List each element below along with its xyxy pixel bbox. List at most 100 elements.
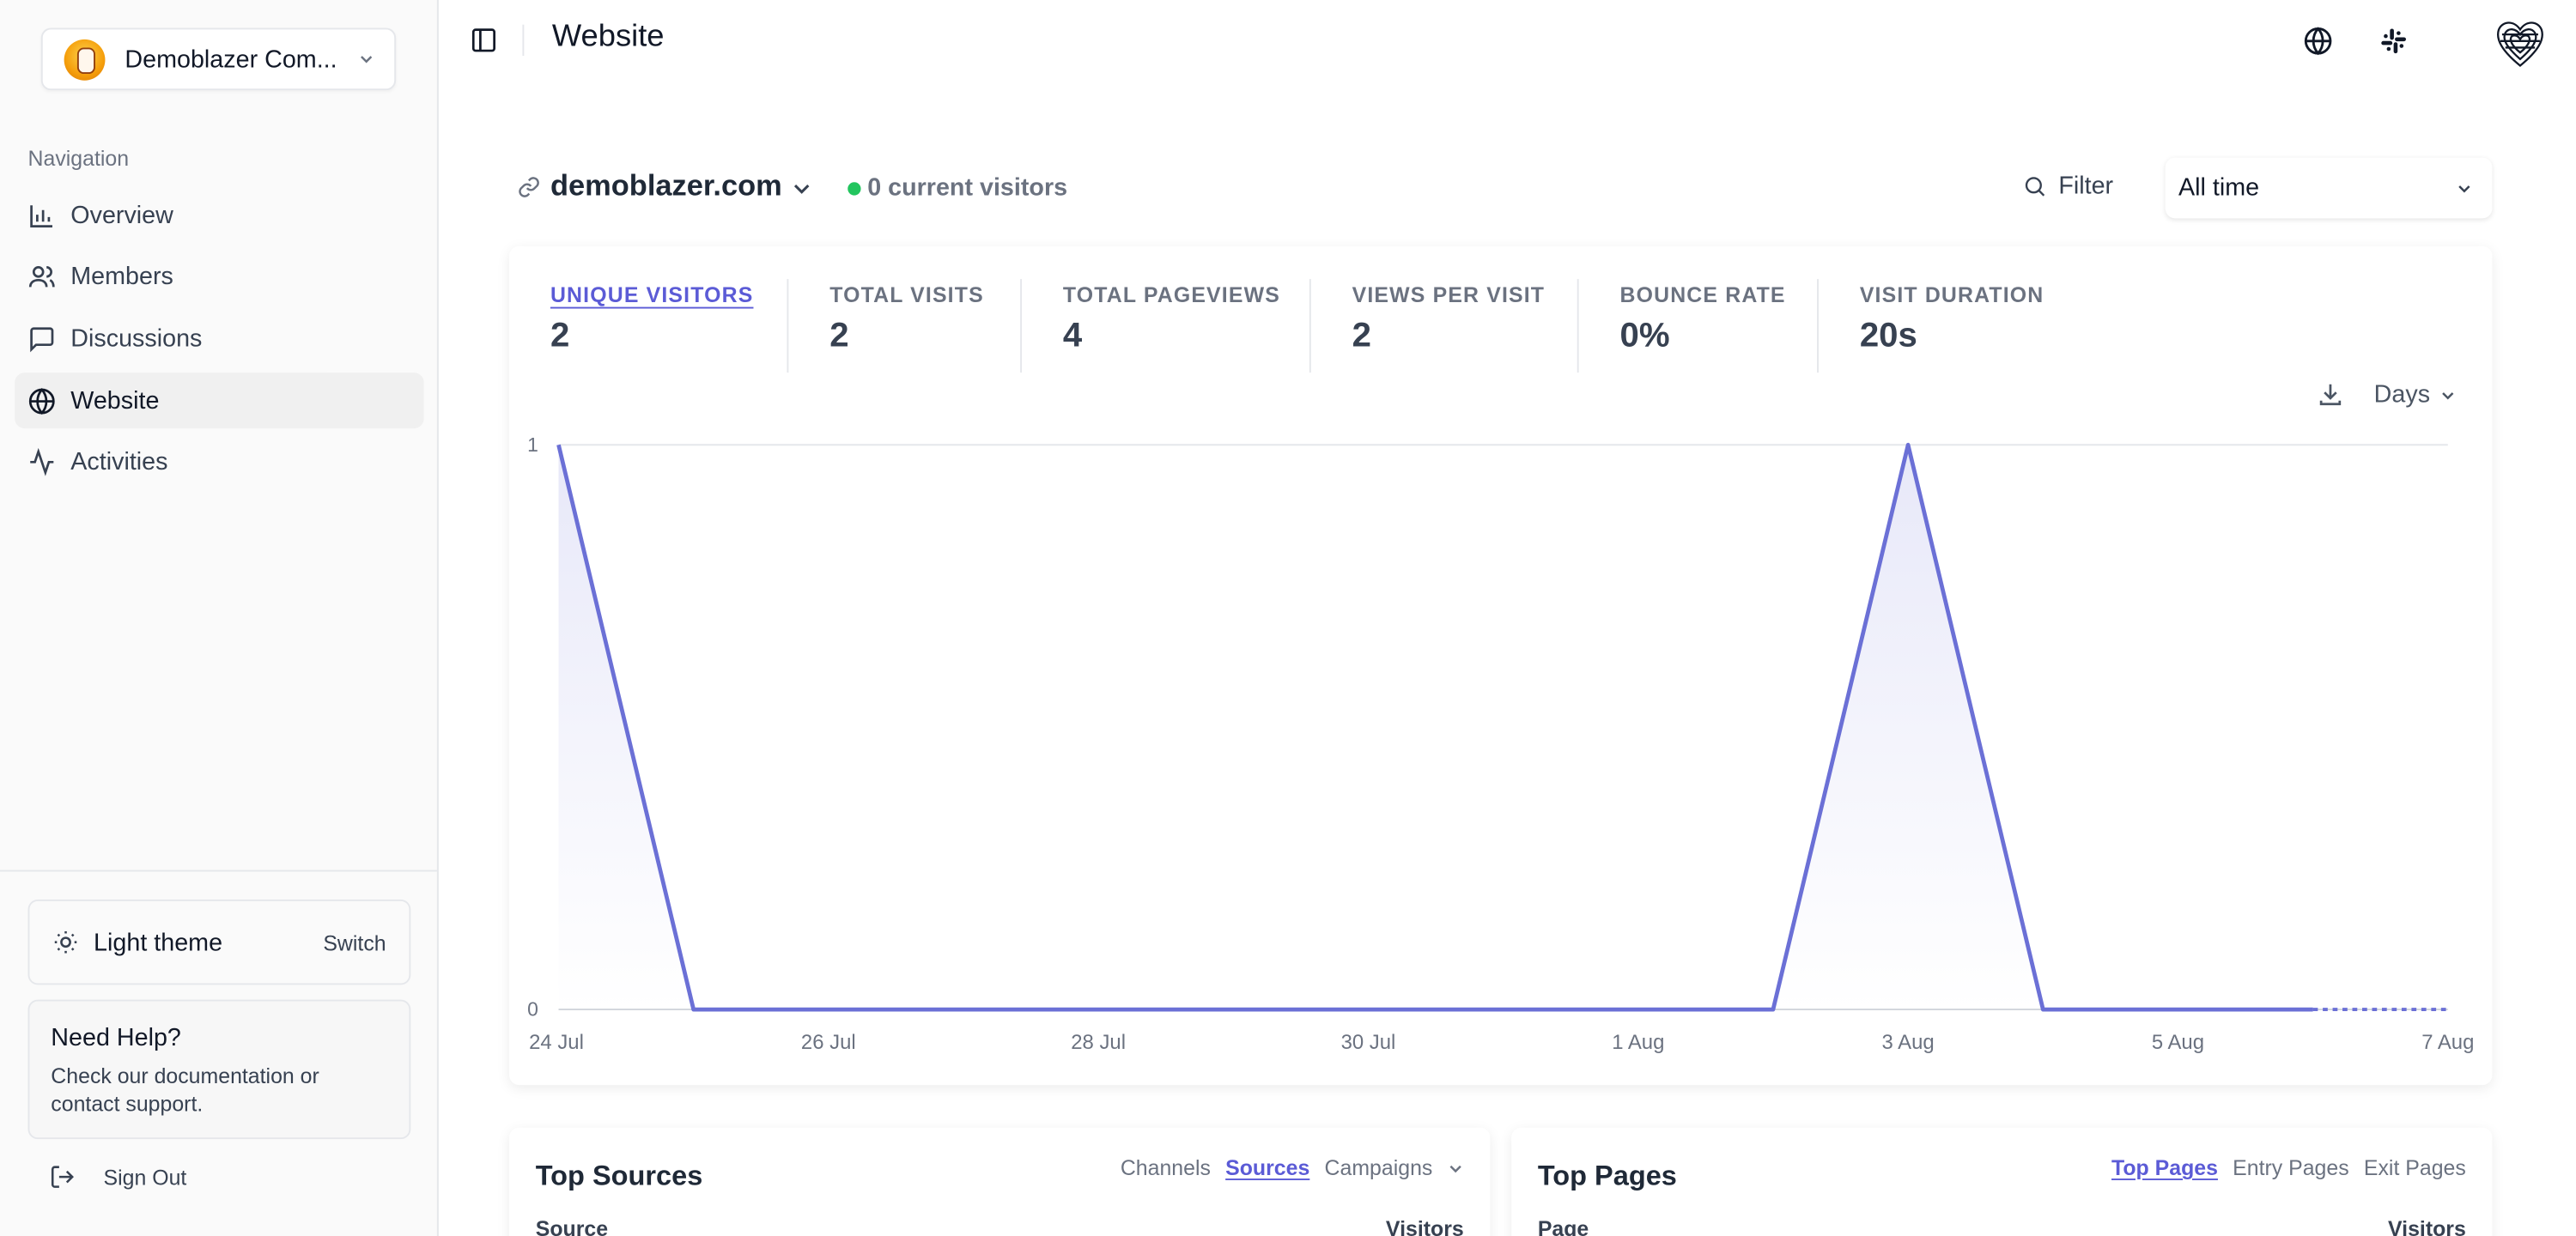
current-visitors[interactable]: 0 current visitors: [867, 173, 1068, 203]
tab-top-pages[interactable]: Top Pages: [2111, 1155, 2218, 1180]
x-tick-label: 7 Aug: [2421, 1031, 2474, 1054]
col-page: Page: [1537, 1216, 1589, 1236]
stat-unique-visitors[interactable]: UNIQUE VISITORS 2: [509, 279, 753, 373]
sidebar-item-label: Discussions: [70, 324, 203, 353]
sidebar-item-discussions[interactable]: Discussions: [15, 311, 423, 367]
sidebar-item-label: Website: [70, 386, 160, 415]
stat-label: TOTAL VISITS: [829, 282, 984, 307]
tab-sources[interactable]: Sources: [1225, 1155, 1310, 1180]
series-line: [556, 442, 2313, 1012]
page-title: Website: [551, 19, 665, 55]
sidebar-nav: Overview Members Discussions Website Act…: [15, 187, 424, 496]
sidebar-item-label: Members: [70, 263, 173, 291]
stat-total-pageviews[interactable]: TOTAL PAGEVIEWS 4: [1020, 279, 1280, 373]
top-pages-tabs: Top Pages Entry Pages Exit Pages: [2111, 1155, 2466, 1180]
stat-value: 0%: [1619, 317, 1670, 355]
tab-channels[interactable]: Channels: [1120, 1155, 1211, 1180]
site-domain[interactable]: demoblazer.com: [550, 168, 782, 203]
stat-visit-duration[interactable]: VISIT DURATION 20s: [1817, 279, 2044, 373]
top-sources-title: Top Sources: [535, 1160, 703, 1192]
top-sources-tabs: Channels Sources Campaigns: [1121, 1155, 1464, 1180]
stat-bounce-rate[interactable]: BOUNCE RATE 0%: [1577, 279, 1786, 373]
stat-label: VIEWS PER VISIT: [1352, 282, 1546, 307]
workspace-logo: [64, 38, 106, 80]
help-text: Check our documentation or contact suppo…: [51, 1063, 319, 1117]
header-divider: [522, 24, 525, 57]
sidebar-item-members[interactable]: Members: [15, 249, 423, 305]
filter-button[interactable]: Filter: [2022, 172, 2114, 201]
sidebar-item-overview[interactable]: Overview: [15, 187, 423, 243]
theme-switch-button[interactable]: Switch: [323, 930, 386, 955]
bar-chart-icon: [30, 204, 52, 227]
live-indicator-dot: [848, 182, 861, 196]
sidebar-item-label: Activities: [70, 448, 168, 477]
sidebar-item-activities[interactable]: Activities: [15, 434, 423, 490]
stat-label: UNIQUE VISITORS: [550, 282, 754, 307]
col-visitors: Visitors: [1385, 1216, 1464, 1236]
log-out-icon: [51, 1166, 74, 1188]
stat-value: 2: [1352, 317, 1371, 355]
globe-icon: [28, 387, 55, 415]
sidebar: Demoblazer Com... Navigation Overview Me…: [0, 0, 439, 1236]
x-tick-label: 5 Aug: [2152, 1031, 2204, 1054]
tab-exit-pages[interactable]: Exit Pages: [2363, 1155, 2466, 1180]
top-sources-card: Top Sources Channels Sources Campaigns S…: [509, 1127, 1491, 1236]
col-source: Source: [535, 1216, 609, 1236]
chevron-down-icon[interactable]: [792, 179, 811, 198]
tab-campaigns[interactable]: Campaigns: [1324, 1155, 1433, 1180]
x-tick-label: 1 Aug: [1612, 1031, 1664, 1054]
users-icon: [28, 266, 55, 288]
stat-total-visits[interactable]: TOTAL VISITS 2: [787, 279, 983, 373]
user-avatar[interactable]: [2492, 15, 2548, 70]
nav-section-title: Navigation: [27, 146, 130, 171]
theme-card: Light theme Switch: [27, 899, 411, 985]
globe-icon[interactable]: [2303, 27, 2332, 56]
sidebar-toggle-icon[interactable]: [470, 27, 498, 55]
slack-icon[interactable]: [2379, 27, 2408, 56]
link-icon: [519, 177, 539, 197]
tab-entry-pages[interactable]: Entry Pages: [2233, 1155, 2349, 1180]
top-pages-title: Top Pages: [1537, 1160, 1677, 1192]
chevron-down-icon[interactable]: [2440, 386, 2457, 403]
x-tick-label: 3 Aug: [1882, 1031, 1935, 1054]
stat-value: 20s: [1859, 317, 1917, 355]
sidebar-divider: [0, 869, 437, 872]
x-tick-label: 26 Jul: [801, 1031, 856, 1054]
workspace-switcher[interactable]: Demoblazer Com...: [40, 27, 397, 91]
x-tick-label: 30 Jul: [1341, 1031, 1396, 1054]
chevron-down-icon[interactable]: [1448, 1160, 1464, 1176]
x-tick-label: 24 Jul: [529, 1031, 584, 1054]
message-square-icon: [30, 327, 54, 353]
sidebar-item-label: Overview: [70, 201, 173, 229]
y-tick-label: 1: [527, 433, 538, 456]
help-title: Need Help?: [51, 1024, 181, 1052]
search-icon: [2025, 177, 2045, 197]
activity-icon: [30, 448, 54, 477]
stat-value: 4: [1062, 317, 1083, 355]
filter-label: Filter: [2058, 172, 2114, 201]
stat-views-per-visit[interactable]: VIEWS PER VISIT 2: [1309, 279, 1545, 373]
visitors-chart: 0 1 24 Jul 26 Jul 28 Jul 30 Jul 1 Aug 3 Aug 5 Au…: [527, 433, 2474, 1054]
interval-select[interactable]: Days: [2373, 380, 2431, 409]
period-select[interactable]: All time: [2165, 157, 2493, 219]
stat-value: 2: [550, 317, 570, 355]
y-tick-label: 0: [527, 998, 538, 1021]
sign-out-label: Sign Out: [103, 1164, 187, 1190]
stat-label: BOUNCE RATE: [1619, 282, 1786, 307]
stat-label: VISIT DURATION: [1859, 282, 2044, 307]
chevron-down-icon: [2458, 185, 2470, 192]
stats-card: 0 1 24 Jul 26 Jul 28 Jul 30 Jul 1 Aug 3 Aug 5 Au…: [509, 245, 2493, 1086]
stats-row: UNIQUE VISITORS 2 TOTAL VISITS 2 TOTAL P…: [509, 279, 2492, 378]
theme-label: Light theme: [94, 928, 223, 956]
download-icon[interactable]: [2317, 381, 2345, 409]
chevron-down-icon: [361, 56, 373, 64]
workspace-name: Demoblazer Com...: [125, 45, 337, 74]
period-value: All time: [2178, 173, 2260, 203]
help-card: Need Help? Check our documentation or co…: [27, 999, 411, 1140]
top-pages-card: Top Pages Top Pages Entry Pages Exit Pag…: [1511, 1127, 2493, 1236]
stat-label: TOTAL PAGEVIEWS: [1062, 282, 1280, 307]
x-tick-label: 28 Jul: [1071, 1031, 1126, 1054]
sidebar-item-website[interactable]: Website: [15, 373, 424, 429]
col-visitors: Visitors: [2388, 1216, 2466, 1236]
sign-out-button[interactable]: Sign Out: [49, 1164, 186, 1191]
